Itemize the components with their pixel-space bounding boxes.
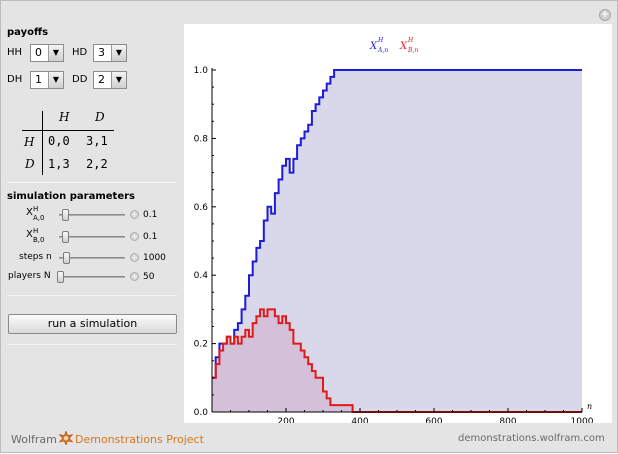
dd-value: 2 [98,73,105,86]
dd-select[interactable]: 2 ▼ [93,71,127,89]
matrix-row-d: D [25,157,35,171]
corner-plus-icon[interactable]: + [599,9,611,21]
x-tick-label: 200 [277,417,294,423]
xb-slider[interactable] [59,236,125,238]
xb-value: 0.1 [143,232,158,242]
legend-sub-a: A,n [377,47,388,54]
y-tick-label: 0.8 [194,134,209,144]
players-label: players N [8,271,51,281]
x-tick-label: 1000 [571,417,594,423]
dd-label: DD [72,74,88,85]
xa-value: 0.1 [143,210,158,220]
plot-area: 200 400 600 800 1000 0.0 0.2 0.4 0.6 0.8 1.0 n X H A,n… [184,24,612,423]
demonstrations-url[interactable]: demonstrations.wolfram.com [458,433,605,444]
matrix-cell-dh: 1,3 [48,157,70,171]
matrix-cell-hd: 3,1 [86,134,108,148]
matrix-hline [22,130,114,131]
x-tick-label: 600 [425,417,442,423]
matrix-vline [42,111,43,175]
players-slider-thumb[interactable] [57,271,64,283]
footer: Wolfram Demonstrations Project demonstra… [1,425,618,454]
hd-select[interactable]: 3 ▼ [93,44,127,62]
dh-value: 1 [35,73,42,86]
steps-label: steps n [19,252,52,262]
wolfram-spikey-icon [59,431,73,445]
hh-value: 0 [35,46,42,59]
matrix-col-h: H [59,110,70,124]
xa-plus-icon[interactable]: + [130,210,139,219]
chevron-down-icon: ▼ [48,72,63,88]
chevron-down-icon: ▼ [111,72,126,88]
dh-label: DH [7,74,23,85]
steps-slider-thumb[interactable] [63,252,70,264]
xa-label: X H A,0 [26,205,45,222]
wolfram-label: Wolfram [11,433,57,446]
hh-select[interactable]: 0 ▼ [30,44,64,62]
players-value: 50 [143,272,155,282]
xb-label: X H B,0 [26,227,45,244]
separator [7,182,177,183]
y-tick-label: 0.0 [194,408,209,418]
hd-value: 3 [98,46,105,59]
players-plus-icon[interactable]: + [130,272,139,281]
simulation-plot: 200 400 600 800 10000.00.20.40.60.81.0nXHA,n… [194,37,594,423]
legend-sup-a: H [377,37,384,44]
y-tick-label: 0.4 [194,271,209,281]
steps-plus-icon[interactable]: + [130,253,139,262]
x-tick-label: 800 [499,417,516,423]
chevron-down-icon: ▼ [111,45,126,61]
steps-value: 1000 [143,253,166,263]
separator [7,344,177,345]
series-b-line [212,308,582,413]
dh-select[interactable]: 1 ▼ [30,71,64,89]
series-a-line [212,69,582,379]
series-a-fill [212,70,582,412]
demonstrations-project-label: Demonstrations Project [75,433,204,446]
hh-label: HH [7,47,23,58]
x-axis-label: n [587,402,592,411]
legend-sub-b: B,n [407,47,418,54]
series-b-fill [212,309,582,412]
simulation-parameters-title: simulation parameters [7,191,136,202]
xb-slider-thumb[interactable] [62,231,69,243]
steps-slider[interactable] [59,257,125,259]
run-simulation-button[interactable]: run a simulation [8,314,177,334]
legend-label-a: X [369,41,378,52]
y-tick-label: 0.2 [194,340,208,350]
y-tick-label: 1.0 [194,66,209,76]
payoffs-title: payoffs [7,27,49,38]
xa-slider[interactable] [59,214,125,216]
matrix-cell-dd: 2,2 [86,157,108,171]
xb-plus-icon[interactable]: + [130,232,139,241]
legend-label-b: X [399,41,408,52]
matrix-cell-hh: 0,0 [48,134,70,148]
separator [7,295,177,296]
xa-slider-thumb[interactable] [62,209,69,221]
players-slider[interactable] [57,276,125,278]
matrix-row-h: H [24,135,35,149]
y-tick-label: 0.6 [194,203,209,213]
chevron-down-icon: ▼ [48,45,63,61]
x-tick-label: 400 [351,417,368,423]
hd-label: HD [72,47,88,58]
legend-sup-b: H [407,37,414,44]
matrix-col-d: D [95,110,105,124]
control-panel: payoffs HH 0 ▼ HD 3 ▼ DH 1 ▼ DD 2 ▼ H D … [1,19,183,424]
